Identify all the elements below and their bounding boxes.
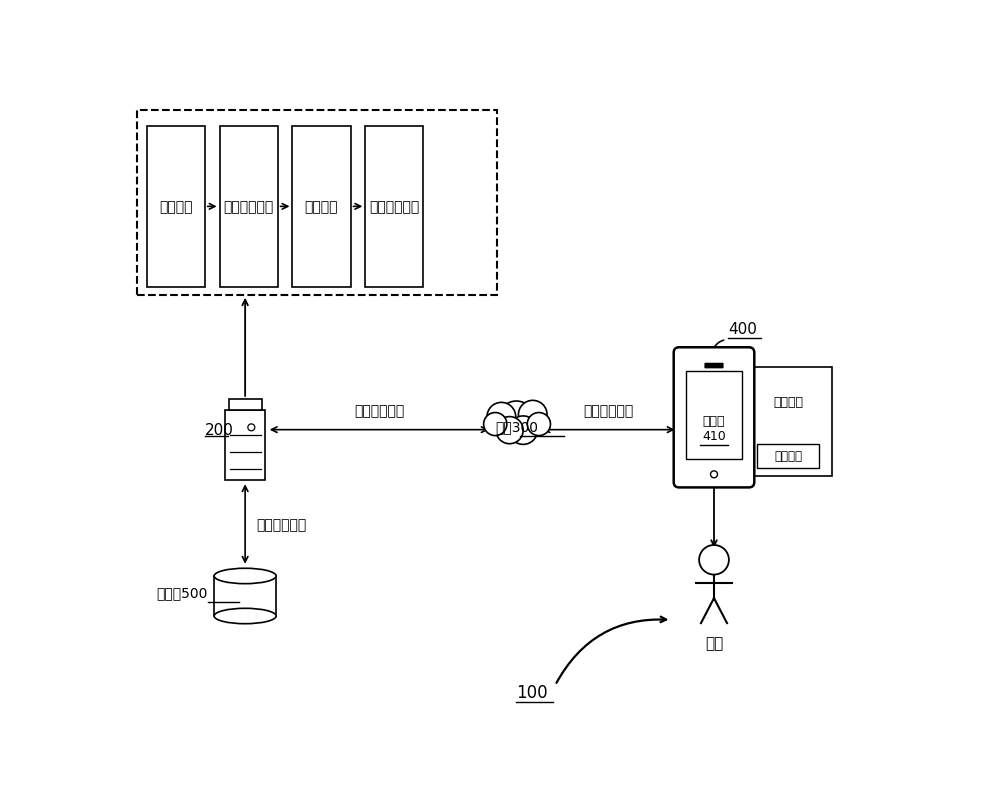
Text: 采集占用内存: 采集占用内存 (223, 200, 274, 214)
FancyBboxPatch shape (292, 126, 351, 287)
Text: 用户: 用户 (705, 635, 723, 650)
Text: 内存泄漏定位: 内存泄漏定位 (369, 200, 419, 214)
Text: 200: 200 (205, 422, 234, 438)
Text: 注入程序: 注入程序 (159, 200, 193, 214)
FancyBboxPatch shape (705, 364, 723, 369)
FancyBboxPatch shape (220, 126, 278, 287)
Text: 内存采集程序: 内存采集程序 (257, 517, 307, 532)
FancyBboxPatch shape (225, 411, 265, 480)
FancyBboxPatch shape (147, 126, 205, 287)
Text: 内存管理: 内存管理 (774, 450, 802, 463)
Text: 100: 100 (516, 683, 548, 701)
FancyBboxPatch shape (365, 126, 423, 287)
FancyBboxPatch shape (137, 111, 497, 296)
Circle shape (498, 402, 535, 438)
FancyBboxPatch shape (757, 444, 819, 469)
Ellipse shape (214, 609, 276, 624)
Circle shape (711, 471, 717, 479)
Text: 400: 400 (728, 321, 757, 336)
Text: 网络300: 网络300 (495, 420, 538, 434)
FancyBboxPatch shape (674, 348, 754, 487)
Text: 确定差异: 确定差异 (305, 200, 338, 214)
FancyBboxPatch shape (686, 371, 742, 459)
Circle shape (527, 413, 550, 436)
Circle shape (509, 417, 538, 445)
Circle shape (248, 424, 255, 431)
Text: 客户端
410: 客户端 410 (702, 414, 726, 442)
Text: 内存采集程序: 内存采集程序 (354, 404, 404, 418)
Circle shape (518, 401, 547, 430)
Text: 内存采集程序: 内存采集程序 (583, 404, 634, 418)
FancyBboxPatch shape (229, 399, 262, 411)
Circle shape (496, 417, 523, 444)
FancyBboxPatch shape (745, 367, 832, 476)
Text: 虚拟场景: 虚拟场景 (773, 396, 803, 409)
Circle shape (699, 545, 729, 575)
Circle shape (484, 413, 507, 436)
Bar (214, 577, 276, 616)
Text: 数据库500: 数据库500 (157, 585, 208, 599)
Circle shape (487, 403, 516, 431)
Ellipse shape (214, 569, 276, 584)
